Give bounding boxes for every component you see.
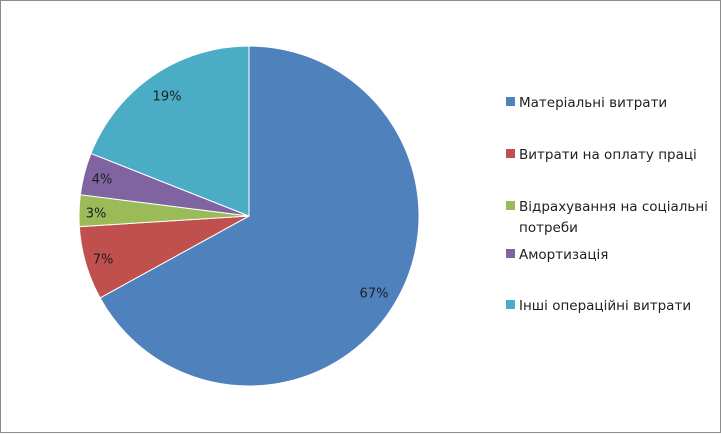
- legend-label-labor: Витрати на оплату праці: [519, 147, 697, 163]
- pie-slice-material: [99, 45, 420, 387]
- legend-swatch-depreciation: [506, 249, 515, 258]
- data-label-labor: 7%: [93, 253, 114, 268]
- legend-label-other: Інші операційні витрати: [519, 298, 692, 314]
- data-label-social: 3%: [86, 207, 107, 222]
- legend-label-social: Відрахування на соціальні потреби: [519, 199, 708, 236]
- legend-swatch-other: [506, 300, 515, 309]
- data-label-depreciation: 4%: [92, 173, 113, 188]
- data-label-other: 19%: [153, 90, 182, 105]
- legend-label-depreciation: Амортизація: [519, 247, 609, 263]
- legend-label-material: Матеріальні витрати: [519, 95, 668, 111]
- data-label-material: 67%: [360, 287, 389, 302]
- legend-swatch-material: [506, 97, 515, 106]
- legend-swatch-social: [506, 201, 515, 210]
- legend-swatch-labor: [506, 149, 515, 158]
- pie-slice-other: [90, 45, 250, 217]
